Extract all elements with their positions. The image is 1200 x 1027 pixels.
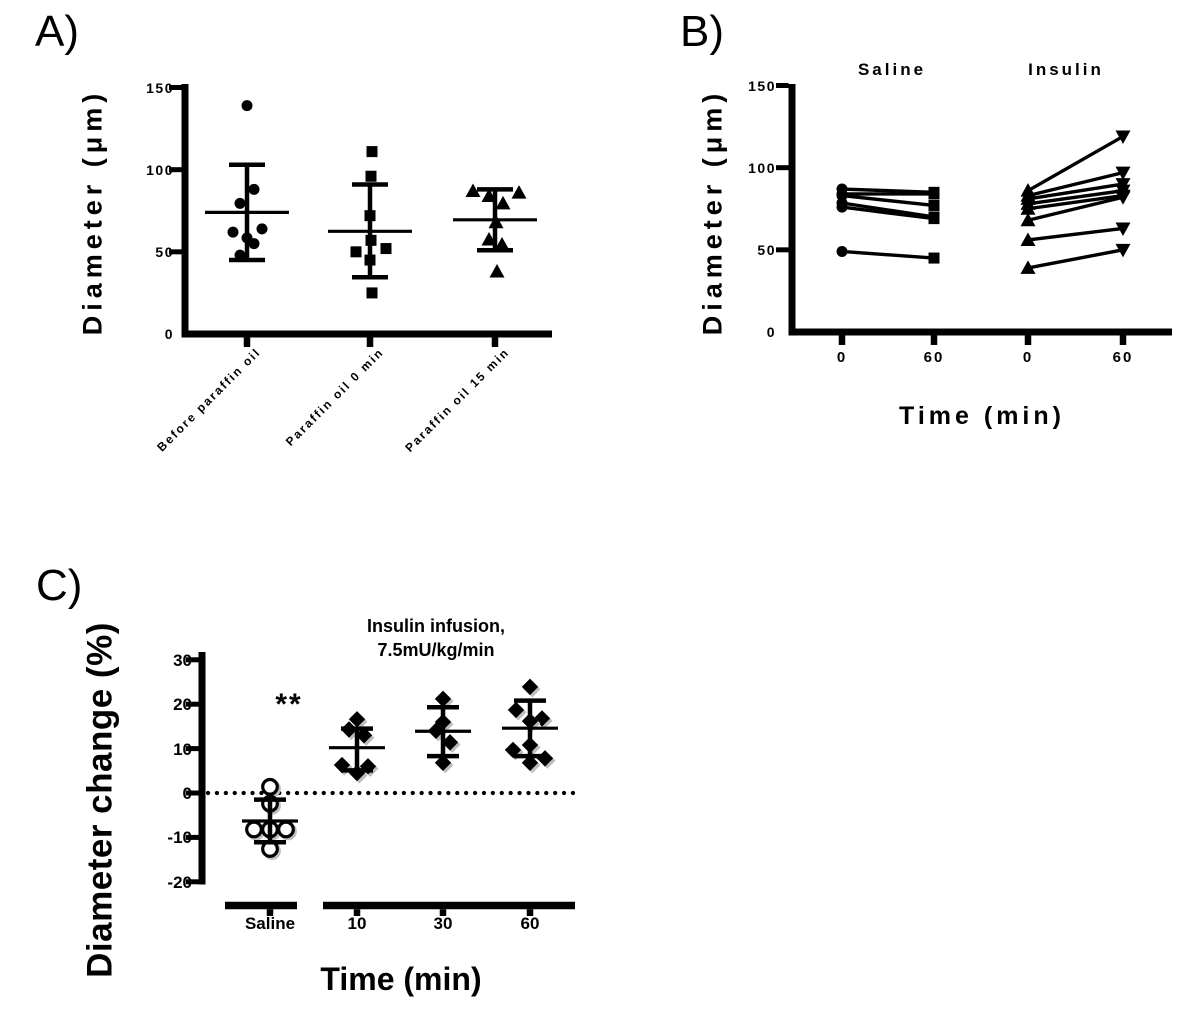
panel-b-xtick-label: 0 (836, 349, 848, 366)
panel-b-ytick-label: 150 (748, 77, 776, 94)
panel-b-insulin-group-title: Insulin (1028, 60, 1104, 79)
panel-b-saline-group-title: Saline (857, 60, 927, 79)
panel-b-xtick-label: 60 (1112, 349, 1134, 366)
panel-c-xtick-label: Saline (244, 914, 296, 933)
panel-a-ytick-label: 0 (164, 326, 174, 342)
panel-c-xtick-label: 30 (433, 914, 453, 933)
panel-a-letter: A) (35, 7, 79, 56)
significance-asterisks: ** (275, 688, 303, 721)
panel-b-letter: B) (680, 7, 724, 56)
panel-a-ytick-label: 50 (155, 243, 174, 260)
panel-c-ytick-label: -10 (167, 828, 192, 848)
panel-b-y-axis-title: Diameter (μm) (697, 88, 728, 336)
panel-b-x-axis-title: Time (min) (899, 402, 1065, 430)
insulin-infusion-annotation-line1: Insulin infusion, (367, 616, 505, 636)
panel-a-ytick-label: 100 (146, 161, 174, 178)
panel-b-ytick-label: 0 (766, 324, 776, 340)
panel-c-ytick-label: 10 (173, 739, 192, 759)
panel-c-x-axis-title: Time (min) (320, 961, 482, 997)
panel-a-ytick-label: 150 (146, 79, 174, 96)
panel-c-xtick-label: 60 (520, 914, 540, 933)
panel-c-ytick-label: 0 (182, 784, 192, 803)
panel-c-xtick-label: 10 (347, 914, 367, 933)
panel-b-ytick-label: 100 (748, 159, 776, 176)
panel-b-xtick-label: 60 (923, 349, 945, 366)
panel-b-ytick-label: 50 (757, 241, 776, 258)
panel-c-ytick-label: 20 (173, 695, 192, 715)
insulin-infusion-annotation-line2: 7.5mU/kg/min (377, 640, 495, 660)
panel-c-y-axis-title: Diameter change (%) (80, 622, 120, 978)
panel-c-ytick-label: 30 (173, 650, 192, 670)
panel-c-ytick-label: -20 (167, 872, 192, 892)
panel-b-xtick-label: 0 (1022, 349, 1034, 366)
panel-a-y-axis-title: Diameter (μm) (77, 88, 108, 336)
panel-c-letter: C) (36, 561, 83, 610)
